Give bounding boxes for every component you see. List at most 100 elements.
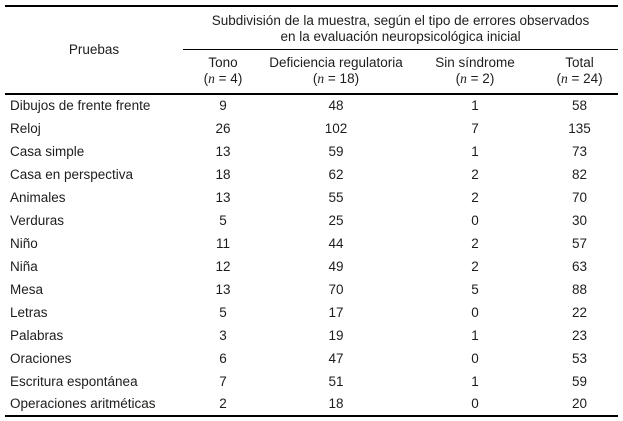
cell-tono: 7 — [219, 373, 227, 389]
cell-deficiencia: 59 — [328, 143, 344, 159]
row-label: Reloj — [10, 120, 41, 136]
row-label: Casa simple — [10, 143, 85, 159]
cell-deficiencia: 51 — [328, 373, 344, 389]
cell-sin-sindrome: 1 — [471, 98, 479, 113]
cell-tono: 3 — [219, 327, 227, 343]
cell-total: 53 — [572, 350, 588, 366]
table-row: Palabras 3 19 1 23 — [5, 324, 618, 347]
paper-table-container: Pruebas Subdivisión de la muestra, según… — [5, 5, 619, 417]
table-row: Escritura espontánea 7 51 1 59 — [5, 370, 618, 393]
cell-deficiencia: 49 — [328, 258, 344, 274]
cell-sin-sindrome: 2 — [471, 235, 479, 251]
spanning-header: Subdivisión de la muestra, según el tipo… — [183, 6, 619, 50]
cell-total: 58 — [572, 98, 588, 113]
cell-sin-sindrome: 0 — [409, 393, 541, 417]
cell-total: 135 — [568, 120, 591, 136]
cell-total: 63 — [572, 258, 588, 274]
row-label: Animales — [10, 189, 66, 205]
cell-tono: 13 — [215, 143, 231, 159]
table-row: Niña 12 49 2 63 — [5, 255, 618, 278]
row-label: Dibujos de frente frente — [10, 98, 151, 113]
cell-tono: 6 — [219, 350, 227, 366]
cell-deficiencia: 55 — [328, 189, 344, 205]
table-row: Operaciones aritméticas 2 18 0 20 — [5, 393, 619, 417]
column-header-label: Total — [565, 55, 594, 70]
table-row: Mesa 13 70 5 88 — [5, 278, 618, 301]
row-label: Oraciones — [10, 350, 72, 366]
cell-total: 23 — [572, 327, 588, 343]
cell-sin-sindrome: 5 — [471, 281, 479, 297]
cell-sin-sindrome: 0 — [471, 350, 479, 366]
row-label: Verduras — [10, 212, 65, 228]
column-header-deficiencia-regulatoria: Deficiencia regulatoria (n = 18) — [263, 49, 409, 95]
table-row: Animales 13 55 2 70 — [5, 186, 618, 209]
cell-total: 22 — [572, 304, 588, 320]
cell-sin-sindrome: 2 — [471, 166, 479, 182]
cell-deficiencia: 25 — [328, 212, 344, 228]
cell-deficiencia: 47 — [328, 350, 344, 366]
cell-tono: 18 — [215, 166, 231, 182]
column-header-label: Tono — [208, 55, 238, 70]
cell-total: 59 — [572, 373, 588, 389]
errors-subdivision-table: Pruebas Subdivisión de la muestra, según… — [5, 5, 619, 417]
cell-tono: 12 — [215, 258, 231, 274]
spanning-header-line1: Subdivisión de la muestra, según el tipo… — [211, 13, 590, 28]
cell-total: 73 — [572, 143, 588, 159]
cell-total: 20 — [541, 393, 619, 417]
row-label: Operaciones aritméticas — [5, 393, 183, 417]
table-row: Casa en perspectiva 18 62 2 82 — [5, 163, 618, 186]
column-header-label: Deficiencia regulatoria — [269, 55, 403, 70]
cell-deficiencia: 17 — [328, 304, 344, 320]
row-label: Niño — [10, 235, 38, 251]
span-header-row: Pruebas Subdivisión de la muestra, según… — [5, 6, 619, 95]
row-label: Escritura espontánea — [10, 373, 138, 389]
cell-total: 88 — [572, 281, 588, 297]
cell-tono: 9 — [219, 98, 227, 113]
column-header-tono: Tono (n = 4) — [183, 49, 263, 95]
cell-tono: 13 — [215, 189, 231, 205]
cell-total: 57 — [572, 235, 588, 251]
cell-sin-sindrome: 0 — [471, 304, 479, 320]
row-label: Palabras — [10, 327, 64, 343]
cell-tono: 5 — [219, 212, 227, 228]
table-row: Dibujos de frente frente 9 48 1 58 — [5, 94, 618, 117]
cell-deficiencia: 48 — [328, 98, 344, 113]
cell-tono: 26 — [215, 120, 231, 136]
column-header-n: (n = 4) — [203, 71, 243, 86]
row-label: Niña — [10, 258, 38, 274]
row-label: Letras — [10, 304, 48, 320]
column-header-total: Total (n = 24) — [541, 49, 619, 95]
table-row: Casa simple 13 59 1 73 — [5, 140, 618, 163]
table-row: Oraciones 6 47 0 53 — [5, 347, 618, 370]
cell-sin-sindrome: 2 — [471, 258, 479, 274]
column-header-pruebas: Pruebas — [5, 6, 183, 95]
cell-sin-sindrome: 7 — [471, 120, 479, 136]
row-label: Casa en perspectiva — [10, 166, 134, 182]
cell-sin-sindrome: 0 — [471, 212, 479, 228]
column-header-n: (n = 18) — [312, 71, 360, 86]
cell-deficiencia: 19 — [328, 327, 344, 343]
cell-deficiencia: 62 — [328, 166, 344, 182]
cell-deficiencia: 70 — [328, 281, 344, 297]
cell-tono: 13 — [215, 281, 231, 297]
column-header-n: (n = 24) — [556, 71, 603, 86]
cell-tono: 5 — [219, 304, 227, 320]
cell-tono: 11 — [215, 235, 230, 251]
row-label: Mesa — [10, 281, 44, 297]
cell-total: 82 — [572, 166, 588, 182]
cell-tono: 2 — [183, 393, 263, 417]
table-row: Letras 5 17 0 22 — [5, 301, 618, 324]
cell-deficiencia: 102 — [324, 120, 348, 136]
cell-sin-sindrome: 2 — [471, 189, 479, 205]
table-row: Niño 11 44 2 57 — [5, 232, 618, 255]
column-header-sin-sindrome: Sin síndrome (n = 2) — [409, 49, 541, 95]
spanning-header-line2: en la evaluación neuropsicológica inicia… — [280, 29, 521, 44]
sub-header-row: Tono (n = 4) Deficiencia regulatoria (n … — [5, 49, 619, 95]
table-row: Reloj 26 102 7 135 — [5, 117, 618, 140]
column-header-n: (n = 2) — [455, 71, 495, 86]
cell-sin-sindrome: 1 — [471, 143, 479, 159]
table-row: Verduras 5 25 0 30 — [5, 209, 618, 232]
cell-total: 70 — [572, 189, 588, 205]
table-body: Dibujos de frente frente 9 48 1 58 Reloj… — [5, 94, 619, 417]
cell-deficiencia: 18 — [263, 393, 409, 417]
